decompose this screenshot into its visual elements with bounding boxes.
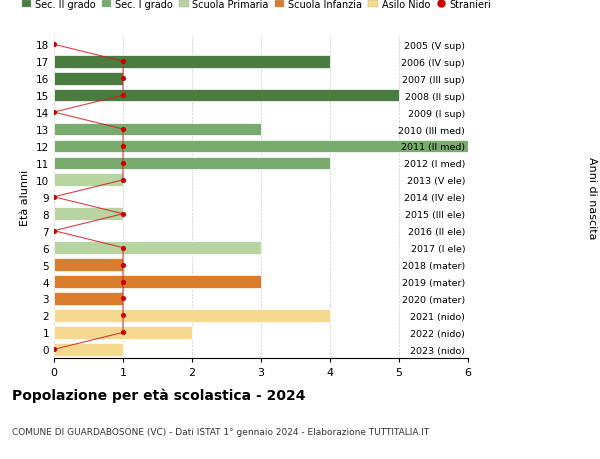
Point (49, 346, 59, 353)
Bar (54, 326, 192, 339)
Text: COMUNE DI GUARDABOSONE (VC) - Dati ISTAT 1° gennaio 2024 - Elaborazione TUTTITAL: COMUNE DI GUARDABOSONE (VC) - Dati ISTAT… (12, 427, 429, 436)
Point (118, 329, 128, 336)
Point (49, 228, 59, 235)
Bar (54, 56, 330, 68)
Point (118, 278, 128, 285)
Point (118, 245, 128, 252)
Bar (54, 140, 468, 153)
Point (118, 160, 128, 167)
Bar (54, 174, 123, 187)
Bar (54, 73, 123, 85)
Point (118, 143, 128, 150)
Point (118, 177, 128, 184)
Bar (54, 242, 261, 254)
Point (118, 295, 128, 302)
Point (118, 211, 128, 218)
Point (118, 58, 128, 66)
Point (118, 75, 128, 83)
Point (49, 109, 59, 117)
Bar (54, 275, 261, 288)
Bar (54, 123, 261, 136)
Legend: Sec. II grado, Sec. I grado, Scuola Primaria, Scuola Infanzia, Asilo Nido, Stran: Sec. II grado, Sec. I grado, Scuola Prim… (22, 0, 491, 10)
Point (49, 194, 59, 201)
Point (118, 126, 128, 134)
Text: Anni di nascita: Anni di nascita (587, 156, 597, 239)
Bar (54, 90, 399, 102)
Point (49, 41, 59, 49)
Point (118, 261, 128, 269)
Point (118, 92, 128, 100)
Y-axis label: Età alunni: Età alunni (20, 169, 31, 225)
Point (118, 312, 128, 319)
Bar (54, 292, 123, 305)
Bar (54, 343, 123, 356)
Text: Popolazione per età scolastica - 2024: Popolazione per età scolastica - 2024 (12, 388, 305, 403)
Bar (54, 208, 123, 221)
Bar (54, 157, 330, 170)
Bar (54, 259, 123, 271)
Bar (54, 309, 330, 322)
